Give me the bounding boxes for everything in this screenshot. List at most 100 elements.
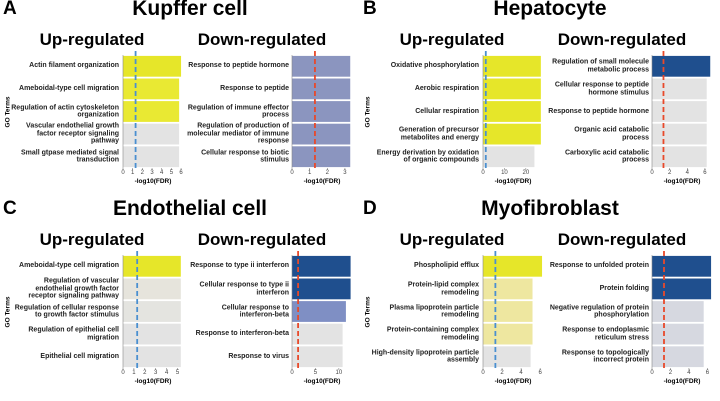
category-label: Response to peptide hormone [548,107,649,115]
bar [483,346,531,368]
x-axis-label: -log10(FDR) [663,178,701,185]
x-tick-label: 2 [325,170,329,176]
category-label: Protein-containing complex remodeling [386,326,479,342]
category-label: Actin filament organization [29,62,119,70]
category-label: Response to interferon-beta [195,330,289,338]
category-label: Carboxylic acid catabolic process [564,149,649,164]
x-tick-label: 3 [150,170,154,176]
panel-title: Kupffer cell [132,0,248,20]
category-label: Aerobic respiration [414,85,479,93]
bar [652,123,707,145]
x-tick-label: 4 [685,170,689,176]
bar [292,78,351,100]
category-label: Cellular response to type ii interferon [199,281,289,296]
x-axis-label: -log10(FDR) [494,178,532,185]
bar [292,278,351,300]
x-tick-label: 6 [179,170,183,176]
panel-letter: D [363,198,377,219]
x-tick-label: 4 [519,370,523,376]
bar [652,55,711,77]
chart-title: Down-regulated [197,230,327,249]
category-label: Energy derivation by oxidation of organi… [376,149,479,164]
chart-title: Down-regulated [197,30,327,49]
bar [292,301,346,322]
category-label: Cellular response to biotic stimulus [201,149,289,164]
bar [292,101,351,122]
bar [292,146,351,168]
category-label: Response to topologically incorrect prot… [561,349,649,364]
panel-letter: A [3,0,17,19]
category-label: Oxidative phosphorylation [390,62,479,70]
bar [483,78,541,100]
bar [123,278,181,300]
category-label: Regulation of production of molecular me… [187,122,289,145]
chart-title: Up-regulated [39,230,145,249]
x-tick-label: 0 [650,370,654,376]
panel-letter: B [363,0,377,19]
bar [123,55,182,77]
category-label: Cellular respiration [415,107,479,115]
bar [123,255,181,277]
bar [483,101,541,122]
category-label: Regulation of epithelial cell migration [28,326,119,342]
bar [123,146,180,168]
x-tick-label: 3 [343,170,347,176]
category-label: High-density lipoprotein particle assemb… [371,349,479,364]
bar [652,346,704,368]
category-label: Organic acid catabolic process [574,126,649,142]
bar [292,123,351,145]
x-tick-label: 10 [335,370,343,376]
category-label: Protein-lipid complex remodeling [407,281,479,296]
bar [292,255,351,277]
bar [652,78,707,100]
x-tick-label: 2 [143,370,147,376]
x-tick-label: 5 [175,370,180,376]
category-label: Regulation of immune effector process [187,103,289,119]
bar [483,301,533,322]
x-tick-label: 6 [705,370,710,376]
category-label: Epithelial cell migration [40,352,119,360]
bar [483,255,543,277]
x-tick-label: 2 [500,370,504,376]
bar [123,123,180,145]
category-label: Cellular response to interferon-beta [221,303,289,319]
panel-title: Endothelial cell [112,197,268,220]
x-axis-label: -log10(FDR) [663,378,701,385]
category-label: Small gtpase mediated signal transductio… [20,149,119,164]
category-label: Ameboidal-type cell migration [19,262,119,270]
x-tick-label: 2 [668,370,673,376]
bar [292,346,343,368]
bar [652,101,707,122]
x-tick-label: 5 [169,170,174,176]
category-label: Negative regulation of protein phosphory… [549,303,649,319]
x-tick-label: 6 [703,170,707,176]
y-axis-label: GO Terms [4,96,12,127]
x-tick-label: 1 [132,370,136,376]
x-tick-label: 3 [154,370,158,376]
category-label: Phospholipid efflux [414,262,479,270]
chart-title: Down-regulated [557,230,687,249]
x-tick-label: 2 [140,170,145,176]
x-axis-label: -log10(FDR) [134,178,172,185]
bar [483,123,541,145]
bar [292,323,343,345]
category-label: Regulation of vascular endothelial growt… [28,277,119,300]
bar [292,55,351,77]
category-label: Protein folding [599,285,649,293]
x-tick-label: 4 [160,170,164,176]
x-tick-label: 0 [481,370,485,376]
x-tick-label: 0 [290,170,294,176]
panel-letter: C [3,198,17,219]
panel-title: Hepatocyte [493,0,607,20]
category-label: Response to unfolded protein [549,262,649,270]
x-tick-label: 10 [501,170,508,176]
category-label: Regulation of actin cytoskeleton organiz… [11,103,119,119]
category-label: Response to virus [228,352,289,360]
x-axis-label: -log10(FDR) [303,178,341,185]
bar [123,101,180,122]
chart-title: Up-regulated [39,30,145,49]
x-tick-label: 4 [164,370,169,376]
category-label: Generation of precursor metabolites and … [398,126,479,142]
y-axis-label: GO Terms [364,96,372,127]
